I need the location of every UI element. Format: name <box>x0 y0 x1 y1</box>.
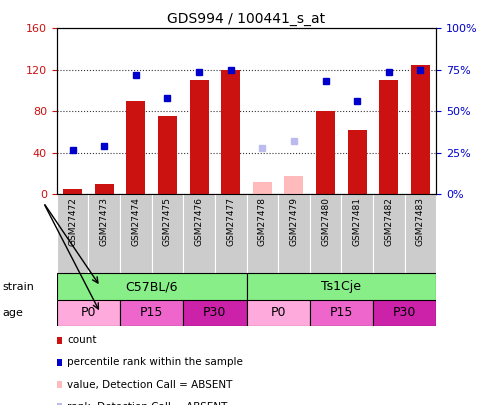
Bar <box>57 300 120 326</box>
Bar <box>215 194 246 273</box>
Bar <box>373 300 436 326</box>
Bar <box>158 115 177 194</box>
Text: count: count <box>67 335 97 345</box>
Bar <box>284 176 304 194</box>
Text: GSM27474: GSM27474 <box>131 197 141 246</box>
Bar <box>246 273 436 300</box>
Text: Ts1Cje: Ts1Cje <box>321 280 361 293</box>
Bar <box>310 300 373 326</box>
Bar <box>189 80 209 194</box>
Text: GSM27477: GSM27477 <box>226 197 235 246</box>
Text: GSM27482: GSM27482 <box>385 197 393 246</box>
Text: GSM27483: GSM27483 <box>416 197 425 246</box>
Bar <box>120 300 183 326</box>
Bar <box>221 70 240 194</box>
Bar <box>152 194 183 273</box>
Text: value, Detection Call = ABSENT: value, Detection Call = ABSENT <box>67 380 232 390</box>
Bar <box>246 194 278 273</box>
Bar <box>57 194 88 273</box>
Text: P15: P15 <box>330 306 353 320</box>
Text: P30: P30 <box>393 306 417 320</box>
Text: GSM27480: GSM27480 <box>321 197 330 246</box>
Bar <box>310 194 341 273</box>
Text: P0: P0 <box>270 306 286 320</box>
Text: GSM27473: GSM27473 <box>100 197 108 246</box>
Text: P30: P30 <box>203 306 227 320</box>
Text: rank, Detection Call = ABSENT: rank, Detection Call = ABSENT <box>67 402 227 405</box>
Title: GDS994 / 100441_s_at: GDS994 / 100441_s_at <box>168 12 325 26</box>
Bar <box>183 300 246 326</box>
Bar <box>120 194 152 273</box>
Bar <box>88 194 120 273</box>
Bar <box>341 194 373 273</box>
Bar <box>246 300 310 326</box>
Bar <box>348 130 367 194</box>
Text: GSM27475: GSM27475 <box>163 197 172 246</box>
Text: P0: P0 <box>80 306 96 320</box>
Bar <box>380 80 398 194</box>
Text: GSM27481: GSM27481 <box>352 197 362 246</box>
Text: C57BL/6: C57BL/6 <box>125 280 178 293</box>
Text: age: age <box>2 308 23 318</box>
Bar <box>63 189 82 194</box>
Text: GSM27472: GSM27472 <box>68 197 77 246</box>
Bar <box>183 194 215 273</box>
Bar <box>253 182 272 194</box>
Text: strain: strain <box>2 281 35 292</box>
Text: percentile rank within the sample: percentile rank within the sample <box>67 358 243 367</box>
Bar <box>126 101 145 194</box>
Text: P15: P15 <box>140 306 163 320</box>
Bar <box>278 194 310 273</box>
Bar <box>405 194 436 273</box>
Text: GSM27478: GSM27478 <box>258 197 267 246</box>
Text: GSM27479: GSM27479 <box>289 197 298 246</box>
Bar <box>95 184 113 194</box>
Bar <box>373 194 405 273</box>
Bar <box>316 111 335 194</box>
Text: GSM27476: GSM27476 <box>195 197 204 246</box>
Bar <box>57 273 246 300</box>
Bar <box>411 65 430 194</box>
